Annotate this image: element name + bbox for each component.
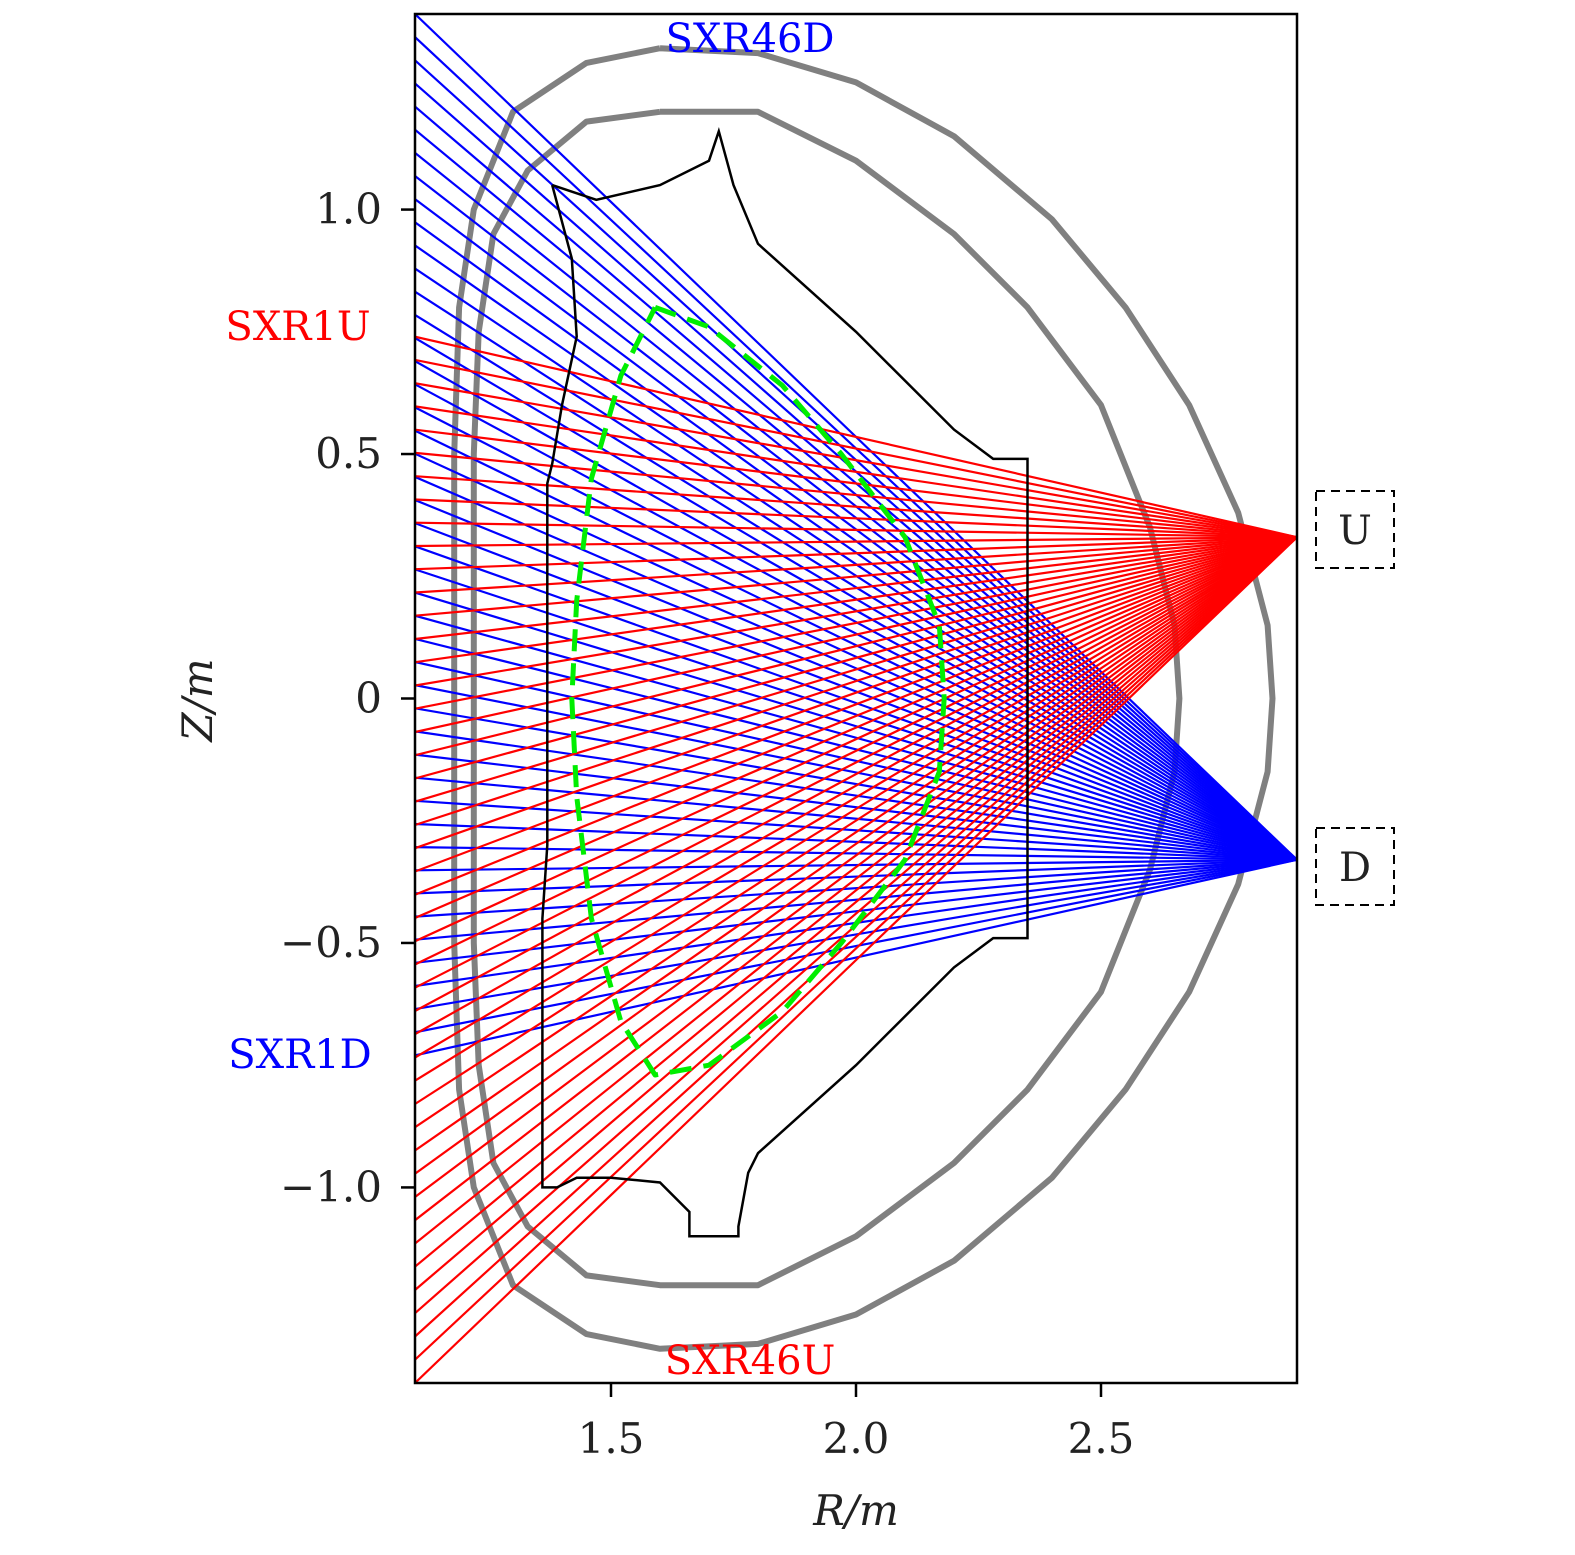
lcfs-boundary [569,305,947,1078]
upper-chord-10 [415,536,1297,548]
lower-chord-6 [415,858,1297,941]
lower-chord-10 [415,846,1297,861]
upper-chord-30 [415,536,1297,1012]
upper-chord-20 [415,536,1297,780]
lower-chord-17 [415,684,1297,861]
upper-chord-29 [415,536,1297,989]
upper-chord-14 [415,536,1297,641]
lower-chord-15 [415,730,1297,861]
lower-camera-box: D [1315,827,1395,906]
upper-chord-26 [415,536,1297,920]
y-axis-ticks: 1.0 0.5 0 −0.5 −1.0 [280,185,415,1211]
upper-chord-32 [415,536,1297,1059]
first-wall-contour [541,126,1029,1238]
upper-camera-label: U [1338,508,1372,554]
upper-chord-27 [415,536,1297,943]
y-tick-label: 1.0 [315,185,382,234]
upper-chord-1 [415,335,1297,539]
upper-chord-42 [415,536,1297,1291]
upper-chord-12 [415,536,1297,594]
lower-camera-label: D [1339,845,1371,891]
upper-chord-23 [415,536,1297,850]
lower-chord-3 [415,858,1297,1011]
upper-chord-36 [415,536,1297,1152]
upper-chord-35 [415,536,1297,1129]
upper-chord-15 [415,536,1297,664]
y-tick-label: 0.5 [315,429,382,478]
upper-chord-11 [415,536,1297,571]
lower-chord-21 [415,591,1297,861]
x-tick-label: 2.0 [823,1414,890,1463]
lower-chord-24 [415,522,1297,861]
lower-chord-1 [415,858,1297,1057]
upper-chord-19 [415,536,1297,757]
upper-chord-39 [415,536,1297,1222]
lower-chord-20 [415,614,1297,861]
y-tick-label: −1.0 [280,1162,382,1211]
upper-camera-frame [1315,490,1395,569]
lower-chord-11 [415,822,1297,861]
lower-chord-8 [415,858,1297,895]
upper-chord-34 [415,536,1297,1105]
upper-chord-28 [415,536,1297,966]
upper-chord-21 [415,536,1297,803]
upper-chord-33 [415,536,1297,1082]
upper-chord-18 [415,536,1297,734]
upper-chord-38 [415,536,1297,1198]
lcfs-contour [569,305,947,1078]
y-axis-title: Z/m [173,658,222,743]
upper-camera-fan [415,335,1297,1383]
upper-chord-8 [415,498,1297,539]
lower-chord-12 [415,799,1297,861]
upper-chord-9 [415,521,1297,539]
upper-chord-44 [415,536,1297,1338]
sxr1u-label: SXR1U [225,304,370,350]
x-axis-title: R/m [812,1486,899,1535]
lower-chord-25 [415,498,1297,861]
upper-chord-6 [415,451,1297,539]
upper-chord-4 [415,405,1297,539]
lower-chord-2 [415,858,1297,1034]
upper-chord-13 [415,536,1297,617]
upper-chord-46 [415,536,1297,1383]
x-axis-ticks: 1.5 2.0 2.5 [578,1383,1135,1463]
lower-chord-23 [415,545,1297,861]
lower-chord-22 [415,568,1297,861]
plot-area [415,14,1297,1383]
lower-chord-19 [415,637,1297,861]
lower-chord-16 [415,707,1297,861]
upper-chord-40 [415,536,1297,1245]
y-tick-label: 0 [355,674,382,723]
vessel-outer-contour [451,45,1276,1352]
upper-chord-41 [415,536,1297,1268]
x-tick-label: 2.5 [1068,1414,1135,1463]
sxr46u-label: SXR46U [665,1338,836,1384]
sxr1d-label: SXR1D [228,1032,372,1078]
upper-chord-25 [415,536,1297,896]
sxr46d-label: SXR46D [666,16,835,62]
upper-chord-37 [415,536,1297,1175]
lower-chord-14 [415,753,1297,861]
upper-chord-2 [415,358,1297,539]
lower-chord-9 [415,858,1297,872]
upper-chord-24 [415,536,1297,873]
upper-chord-45 [415,536,1297,1361]
lower-chord-18 [415,660,1297,861]
upper-chord-7 [415,475,1297,539]
lower-chord-5 [415,858,1297,964]
upper-chord-5 [415,428,1297,539]
upper-chord-17 [415,536,1297,710]
lower-chord-7 [415,858,1297,918]
upper-chord-16 [415,536,1297,687]
lower-camera-frame [1315,827,1395,906]
lower-chord-13 [415,776,1297,861]
y-tick-label: −0.5 [280,918,382,967]
upper-camera-box: U [1315,490,1395,569]
first-wall [541,126,1029,1238]
upper-chord-22 [415,536,1297,827]
lower-camera-fan [415,14,1297,1057]
upper-chord-31 [415,536,1297,1036]
x-tick-label: 1.5 [578,1414,645,1463]
